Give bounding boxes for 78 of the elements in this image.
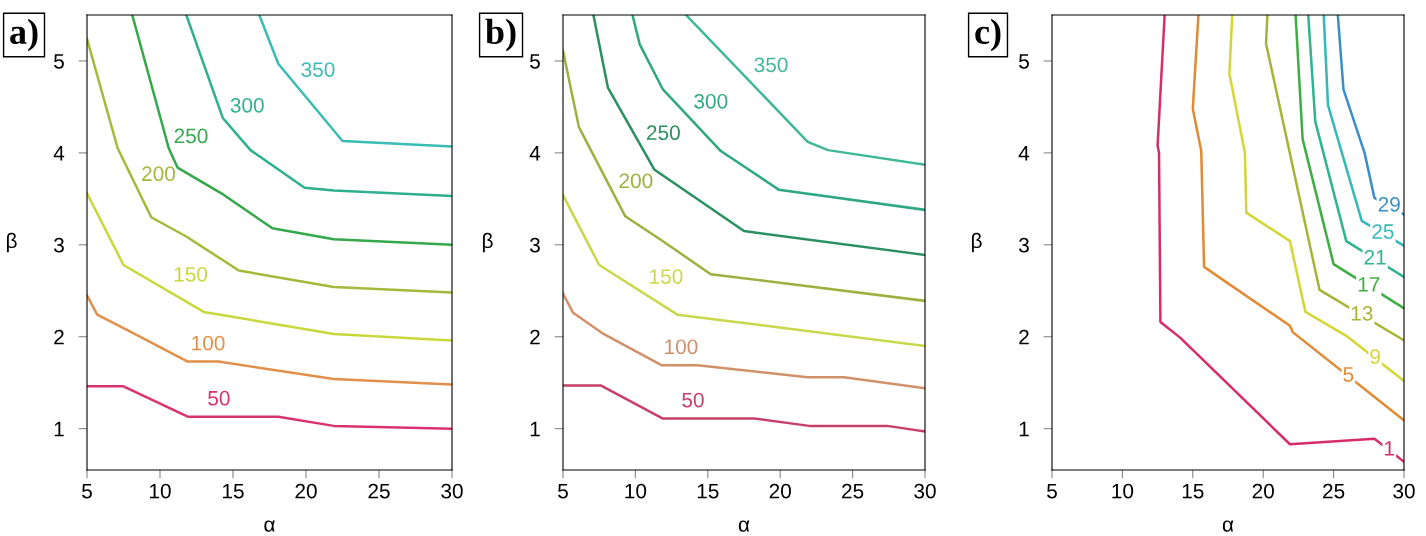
x-tick-label: 10 bbox=[150, 483, 171, 499]
y-tick-label: 4 bbox=[529, 146, 541, 161]
series-label: 100 bbox=[192, 335, 225, 351]
x-tick-label: 15 bbox=[697, 483, 719, 499]
series-label: 5 bbox=[1343, 367, 1354, 382]
x-axis-title: α bbox=[1222, 520, 1234, 532]
series-label: 250 bbox=[646, 125, 680, 141]
x-tick-label: 20 bbox=[769, 483, 791, 499]
chart-title: c) bbox=[975, 18, 1001, 52]
x-tick-label: 25 bbox=[842, 483, 864, 499]
series-label: 150 bbox=[174, 266, 208, 282]
x-tick-label: 15 bbox=[1182, 483, 1204, 499]
x-tick-label: 5 bbox=[1047, 483, 1057, 499]
y-tick-label: 1 bbox=[54, 421, 64, 437]
x-tick-label: 30 bbox=[914, 483, 936, 499]
series-label: 17 bbox=[1358, 277, 1380, 292]
y-tick-label: 3 bbox=[1018, 237, 1029, 253]
x-tick-label: 30 bbox=[441, 483, 463, 499]
y-axis-title: β bbox=[971, 232, 982, 253]
y-tick-label: 5 bbox=[530, 54, 540, 69]
series-label: 13 bbox=[1351, 305, 1373, 321]
series-label: 50 bbox=[208, 390, 230, 406]
x-axis-title: α bbox=[264, 520, 275, 532]
series-label: 9 bbox=[1370, 349, 1380, 364]
y-tick-label: 1 bbox=[530, 421, 540, 437]
x-tick-label: 10 bbox=[625, 483, 647, 499]
series-label: 50 bbox=[682, 392, 704, 408]
y-tick-label: 1 bbox=[1019, 421, 1029, 437]
series-label: 1 bbox=[1385, 441, 1394, 456]
x-tick-label: 20 bbox=[1252, 483, 1274, 499]
line-series bbox=[1191, 15, 1404, 422]
series-label: 300 bbox=[230, 97, 264, 113]
line-series bbox=[1307, 15, 1404, 279]
x-tick-label: 25 bbox=[1323, 483, 1345, 499]
line-series bbox=[87, 37, 452, 294]
x-tick-label: 30 bbox=[1393, 483, 1415, 499]
series-label: 100 bbox=[665, 339, 698, 355]
y-tick-label: 2 bbox=[530, 329, 540, 345]
line-series bbox=[87, 385, 452, 430]
x-tick-label: 10 bbox=[1112, 483, 1134, 499]
x-tick-label: 20 bbox=[295, 483, 317, 499]
series-label: 200 bbox=[142, 166, 176, 182]
series-label: 350 bbox=[301, 62, 335, 77]
line-series bbox=[563, 49, 925, 303]
y-tick-label: 2 bbox=[54, 329, 64, 345]
y-tick-label: 3 bbox=[53, 237, 64, 253]
y-axis-title: β bbox=[6, 232, 17, 253]
series-label: 25 bbox=[1372, 224, 1394, 239]
series-label: 21 bbox=[1364, 249, 1386, 265]
y-tick-label: 3 bbox=[529, 237, 540, 253]
series-label: 300 bbox=[694, 93, 728, 109]
x-tick-label: 5 bbox=[82, 483, 92, 499]
x-axis-title: α bbox=[738, 520, 750, 532]
series-label: 350 bbox=[754, 57, 788, 73]
y-tick-label: 5 bbox=[1019, 54, 1029, 69]
series-label: 200 bbox=[619, 173, 653, 189]
line-series bbox=[592, 15, 925, 257]
line-series bbox=[1264, 15, 1404, 342]
y-tick-label: 2 bbox=[1019, 329, 1029, 345]
line-series bbox=[563, 292, 925, 390]
chart-title: a) bbox=[10, 18, 38, 52]
line-series bbox=[131, 15, 452, 247]
x-tick-label: 25 bbox=[368, 483, 390, 499]
chart-title: b) bbox=[485, 18, 516, 52]
line-series bbox=[684, 15, 925, 167]
y-tick-label: 5 bbox=[54, 54, 64, 69]
y-tick-label: 4 bbox=[53, 146, 65, 161]
line-series bbox=[563, 384, 925, 433]
series-label: 150 bbox=[650, 269, 683, 284]
series-label: 29 bbox=[1378, 197, 1400, 212]
line-series bbox=[87, 294, 452, 386]
x-tick-label: 5 bbox=[558, 483, 568, 499]
y-axis-title: β bbox=[482, 232, 493, 253]
line-series bbox=[1156, 15, 1404, 463]
x-tick-label: 15 bbox=[223, 483, 244, 499]
line-series bbox=[1228, 15, 1404, 383]
y-tick-label: 4 bbox=[1018, 146, 1030, 161]
series-label: 250 bbox=[174, 128, 208, 144]
